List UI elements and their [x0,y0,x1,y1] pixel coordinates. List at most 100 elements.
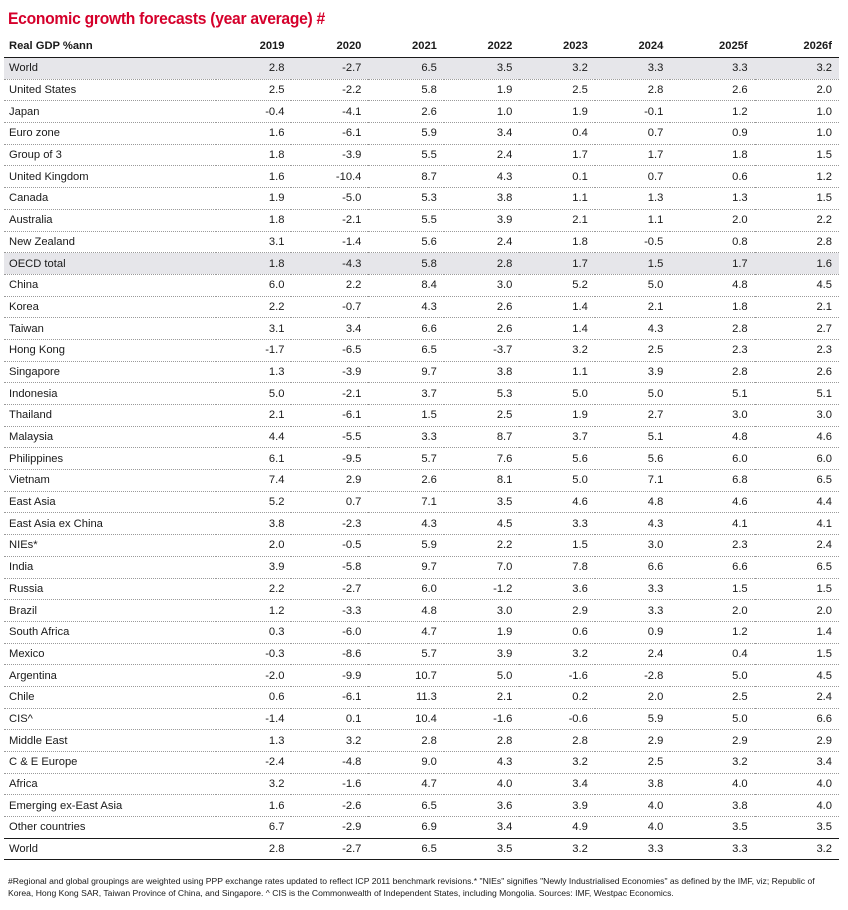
growth-value-cell: 5.0 [216,382,292,405]
growth-value-cell: 1.9 [519,100,595,124]
growth-value-cell: 2.6 [670,79,755,102]
growth-value-cell: -2.7 [291,578,369,601]
growth-value-cell: -3.9 [291,144,369,167]
growth-value-cell: 4.6 [670,491,755,514]
growth-value-cell: 5.3 [443,382,520,405]
table-row: Euro zone 1.6 -6.1 5.9 3.4 0.4 0.7 0.9 1.0 [4,122,839,145]
growth-value-cell: 5.1 [754,382,839,405]
growth-value-cell: 2.5 [594,751,671,774]
header-year: 2024 [594,35,671,58]
growth-value-cell: 1.7 [519,144,595,167]
table-row: Brazil 1.2 -3.3 4.8 3.0 2.9 3.3 2.0 2.0 [4,599,839,622]
growth-value-cell: -0.6 [519,708,595,731]
row-label: Taiwan [4,317,216,340]
growth-value-cell: 5.2 [216,491,292,514]
growth-value-cell: 2.8 [443,252,520,275]
header-row: Real GDP %ann 2019 2020 2021 2022 2023 2… [4,35,839,58]
row-label: Argentina [4,664,216,687]
growth-value-cell: -6.1 [291,404,369,427]
growth-value-cell: 5.2 [519,274,595,297]
growth-value-cell: 5.5 [368,209,444,232]
growth-forecast-table: Real GDP %ann 2019 2020 2021 2022 2023 2… [4,35,839,861]
growth-value-cell: 3.5 [443,57,520,80]
growth-value-cell: 3.0 [443,599,520,622]
growth-value-cell: 8.7 [368,165,444,189]
growth-value-cell: 3.1 [216,231,292,254]
growth-value-cell: 1.9 [519,404,595,427]
growth-value-cell: -4.8 [291,751,369,774]
growth-value-cell: 5.1 [670,382,755,405]
growth-value-cell: 6.0 [216,274,292,297]
table-row: Group of 3 1.8 -3.9 5.5 2.4 1.7 1.7 1.8 1.5 [4,144,839,167]
header-year: 2020 [291,35,369,58]
growth-value-cell: 4.7 [368,621,444,644]
growth-value-cell: 3.8 [594,773,671,796]
growth-value-cell: 4.8 [368,599,444,622]
growth-value-cell: 2.5 [443,404,520,427]
row-label: World [4,837,216,861]
growth-value-cell: 2.2 [216,578,292,601]
row-label: China [4,274,216,297]
table-row: Indonesia 5.0 -2.1 3.7 5.3 5.0 5.0 5.1 5.1 [4,382,839,405]
growth-value-cell: 2.1 [216,404,292,427]
growth-value-cell: 3.7 [368,382,444,405]
growth-value-cell: -9.5 [291,447,369,471]
growth-value-cell: 4.9 [519,816,595,839]
growth-value-cell: 2.3 [670,339,755,362]
growth-value-cell: 1.6 [216,122,292,145]
growth-value-cell: -0.1 [594,100,671,124]
growth-value-cell: 4.0 [754,773,839,796]
table-row: East Asia ex China 3.8 -2.3 4.3 4.5 3.3 4.3 4.1… [4,512,839,536]
growth-value-cell: 4.0 [754,794,839,818]
growth-value-cell: 1.0 [754,122,839,145]
growth-value-cell: 1.8 [670,144,755,167]
growth-value-cell: 2.8 [594,79,671,102]
table-row: Middle East 1.3 3.2 2.8 2.8 2.8 2.9 2.9 2.9 [4,729,839,752]
growth-value-cell: 11.3 [368,686,444,709]
growth-value-cell: -6.0 [291,621,369,644]
row-label: Canada [4,187,216,210]
row-label: South Africa [4,621,216,644]
growth-value-cell: 6.8 [670,469,755,492]
growth-value-cell: 1.7 [519,252,595,275]
table-row: Thailand 2.1 -6.1 1.5 2.5 1.9 2.7 3.0 3.0 [4,404,839,427]
row-label: East Asia ex China [4,512,216,536]
row-label: Brazil [4,599,216,622]
growth-value-cell: 1.4 [754,621,839,644]
table-row: Other countries 6.7 -2.9 6.9 3.4 4.9 4.0 3.5 3.5 [4,816,839,839]
growth-value-cell: 1.9 [216,187,292,210]
growth-value-cell: 5.7 [368,643,444,666]
table-row: Singapore 1.3 -3.9 9.7 3.8 1.1 3.9 2.8 2.6 [4,361,839,384]
growth-value-cell: 4.6 [754,426,839,449]
row-label: Russia [4,578,216,601]
growth-value-cell: 10.7 [368,664,444,687]
growth-value-cell: -6.5 [291,339,369,362]
growth-value-cell: 3.4 [291,317,369,340]
growth-value-cell: 2.5 [216,79,292,102]
growth-value-cell: 2.8 [216,837,292,861]
growth-value-cell: 1.8 [216,209,292,232]
table-row: World 2.8 -2.7 6.5 3.5 3.2 3.3 3.3 3.2 [4,57,839,80]
growth-value-cell: 2.7 [754,317,839,340]
growth-value-cell: 2.2 [291,274,369,297]
growth-value-cell: 4.5 [754,664,839,687]
growth-value-cell: 3.8 [443,187,520,210]
growth-value-cell: 2.5 [594,339,671,362]
growth-value-cell: 7.0 [443,556,520,579]
table-row: Malaysia 4.4 -5.5 3.3 8.7 3.7 5.1 4.8 4.6 [4,426,839,449]
growth-value-cell: -2.4 [216,751,292,774]
growth-value-cell: -2.8 [594,664,671,687]
growth-value-cell: 3.5 [670,816,755,839]
table-row: OECD total 1.8 -4.3 5.8 2.8 1.7 1.5 1.7 1.6 [4,252,839,275]
growth-value-cell: 3.3 [519,512,595,536]
growth-value-cell: 7.4 [216,469,292,492]
growth-value-cell: 1.5 [670,578,755,601]
growth-value-cell: 3.3 [594,599,671,622]
growth-value-cell: 1.2 [670,100,755,124]
growth-value-cell: 9.0 [368,751,444,774]
growth-value-cell: 6.5 [754,469,839,492]
table-row: South Africa 0.3 -6.0 4.7 1.9 0.6 0.9 1.2 1.4 [4,621,839,644]
growth-value-cell: 3.5 [443,837,520,861]
growth-value-cell: 6.0 [368,578,444,601]
